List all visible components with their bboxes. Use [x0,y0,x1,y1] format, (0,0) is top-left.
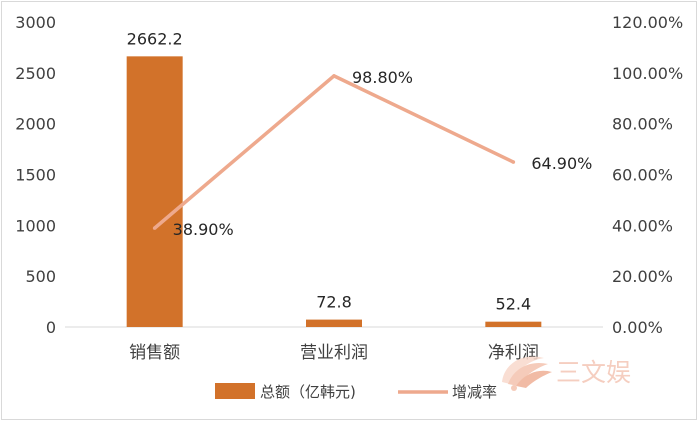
right-tick-label: 40.00% [612,216,673,235]
line-point [152,226,157,230]
left-tick-label: 3000 [15,13,56,32]
left-tick-label: 2000 [15,115,56,134]
right-tick-label: 100.00% [612,64,683,83]
category-labels: 销售额 营业利润 净利润 [129,343,539,363]
right-tick-label: 60.00% [612,166,673,185]
line-series [152,74,516,230]
right-axis: 0.00% 20.00% 40.00% 60.00% 80.00% 100.00% 120.… [612,13,683,337]
right-tick-label: 0.00% [612,318,663,337]
bar [126,56,183,328]
data-labels: 2662.2 72.8 52.4 38.90% 98.80% 64.90% [127,29,593,313]
bar-series [126,56,542,328]
legend-label-bar: 总额（亿韩元) [260,383,356,401]
legend-label-line: 增减率 [452,383,497,401]
line-data-label: 98.80% [352,68,413,87]
left-tick-label: 1500 [15,166,56,185]
rate-line [153,74,515,230]
left-tick-label: 1000 [15,216,56,235]
left-axis: 0 500 1000 1500 2000 2500 3000 [15,13,56,337]
category-label: 销售额 [129,343,180,363]
legend: 总额（亿韩元) 增减率 [215,383,497,401]
left-tick-label: 2500 [15,64,56,83]
bar [485,321,542,327]
watermark: 三文娱 [502,356,631,391]
line-data-label: 38.90% [173,220,234,239]
fan-logo-icon [502,356,552,391]
line-point [332,74,336,78]
line-point [511,160,516,164]
watermark-text: 三文娱 [556,358,631,387]
bar-data-label: 2662.2 [127,29,183,48]
bar [306,319,362,327]
bar-data-label: 72.8 [316,293,352,312]
right-tick-label: 120.00% [612,13,683,32]
line-data-label: 64.90% [531,154,592,173]
right-tick-label: 80.00% [612,115,673,134]
legend-swatch-bar [215,383,255,399]
category-label: 营业利润 [300,343,368,363]
right-tick-label: 20.00% [612,267,673,286]
left-tick-label: 0 [46,318,56,337]
bar-data-label: 52.4 [496,295,532,314]
left-tick-label: 500 [25,267,56,286]
